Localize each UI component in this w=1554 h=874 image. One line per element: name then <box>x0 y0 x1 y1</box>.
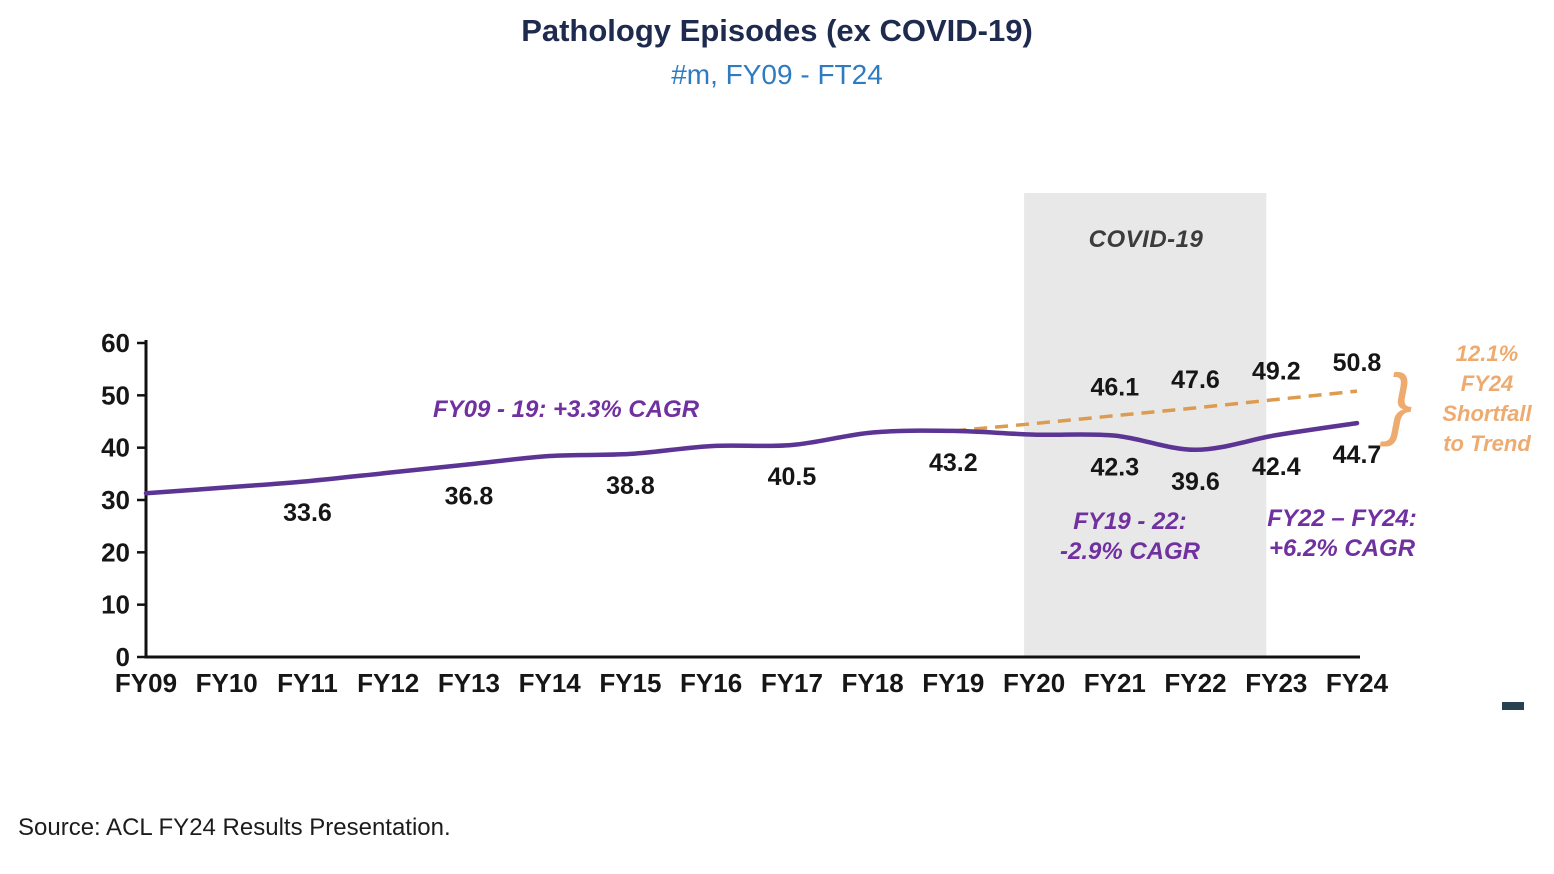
annotation-line: FY19 - 22: <box>1073 508 1187 535</box>
chart-svg: 0 10 20 30 40 50 60 FY09 FY10 FY11 FY12 FY13 FY14 FY1… <box>101 193 1389 698</box>
x-tick-label: FY10 <box>196 668 258 698</box>
covid-band-label: COVID-19 <box>1088 226 1204 253</box>
annotation-line: +6.2% CAGR <box>1268 535 1416 562</box>
annotation-cagr-fy09-19: FY09 - 19: +3.3% CAGR <box>432 396 700 423</box>
stray-mark <box>1502 702 1524 710</box>
x-tick-label: FY12 <box>357 668 419 698</box>
value-label: 44.7 <box>1333 441 1382 469</box>
annotation-cagr-fy19-22: FY19 - 22: -2.9% CAGR <box>1035 507 1225 567</box>
value-label: 36.8 <box>445 482 494 510</box>
chart-title: Pathology Episodes (ex COVID-19) <box>521 13 1033 48</box>
y-tick-label: 50 <box>101 380 130 410</box>
covid-band <box>1024 193 1267 657</box>
y-tick-label: 0 <box>116 642 130 672</box>
x-tick-label: FY16 <box>680 668 742 698</box>
x-tick-label: FY19 <box>922 668 984 698</box>
annotation-line: to Trend <box>1443 431 1531 456</box>
x-tick-label: FY14 <box>519 668 582 698</box>
source-note: Source: ACL FY24 Results Presentation. <box>18 814 451 841</box>
value-label: 43.2 <box>929 449 978 477</box>
annotation-line: -2.9% CAGR <box>1059 538 1201 565</box>
x-tick-label: FY09 <box>115 668 177 698</box>
trend-value-label: 49.2 <box>1252 358 1301 386</box>
trend-line <box>953 389 1358 433</box>
x-tick-label: FY17 <box>761 668 823 698</box>
x-tick-label: FY15 <box>599 668 661 698</box>
trend-value-label: 46.1 <box>1090 374 1139 402</box>
value-label: 38.8 <box>606 472 655 500</box>
x-tick-label: FY22 <box>1164 668 1226 698</box>
x-tick-label: FY20 <box>1003 668 1065 698</box>
y-tick-label: 60 <box>101 328 130 358</box>
value-label: 42.3 <box>1090 454 1139 482</box>
y-tick-label: 40 <box>101 433 130 463</box>
x-tick-label: FY11 <box>277 668 338 698</box>
x-tick-label: FY23 <box>1245 668 1307 698</box>
y-tick-label: 10 <box>101 590 130 620</box>
x-tick-label: FY21 <box>1084 668 1146 698</box>
value-label: 39.6 <box>1171 468 1220 496</box>
x-tick-label: FY13 <box>438 668 500 698</box>
y-tick-label: 20 <box>101 537 130 567</box>
brace-icon: } <box>1386 358 1413 447</box>
trend-value-label: 47.6 <box>1171 366 1220 394</box>
annotation-line: FY22 – FY24: <box>1267 505 1417 532</box>
x-tick-label: FY18 <box>842 668 904 698</box>
annotation-line: FY24 <box>1460 371 1514 396</box>
actual-line <box>143 420 1360 496</box>
value-label: 33.6 <box>283 499 332 527</box>
annotation-line: 12.1% <box>1455 341 1519 366</box>
annotation-cagr-fy22-24: FY22 – FY24: +6.2% CAGR <box>1240 504 1444 564</box>
trend-value-label: 50.8 <box>1333 349 1382 377</box>
x-tick-label: FY24 <box>1326 668 1389 698</box>
value-label: 42.4 <box>1252 453 1301 481</box>
y-tick-label: 30 <box>101 485 130 515</box>
annotation-line: Shortfall <box>1442 401 1532 426</box>
value-label: 40.5 <box>768 463 817 491</box>
chart-subtitle: #m, FY09 - FT24 <box>671 59 883 90</box>
annotation-shortfall: 12.1% FY24 Shortfall to Trend <box>1427 339 1547 459</box>
